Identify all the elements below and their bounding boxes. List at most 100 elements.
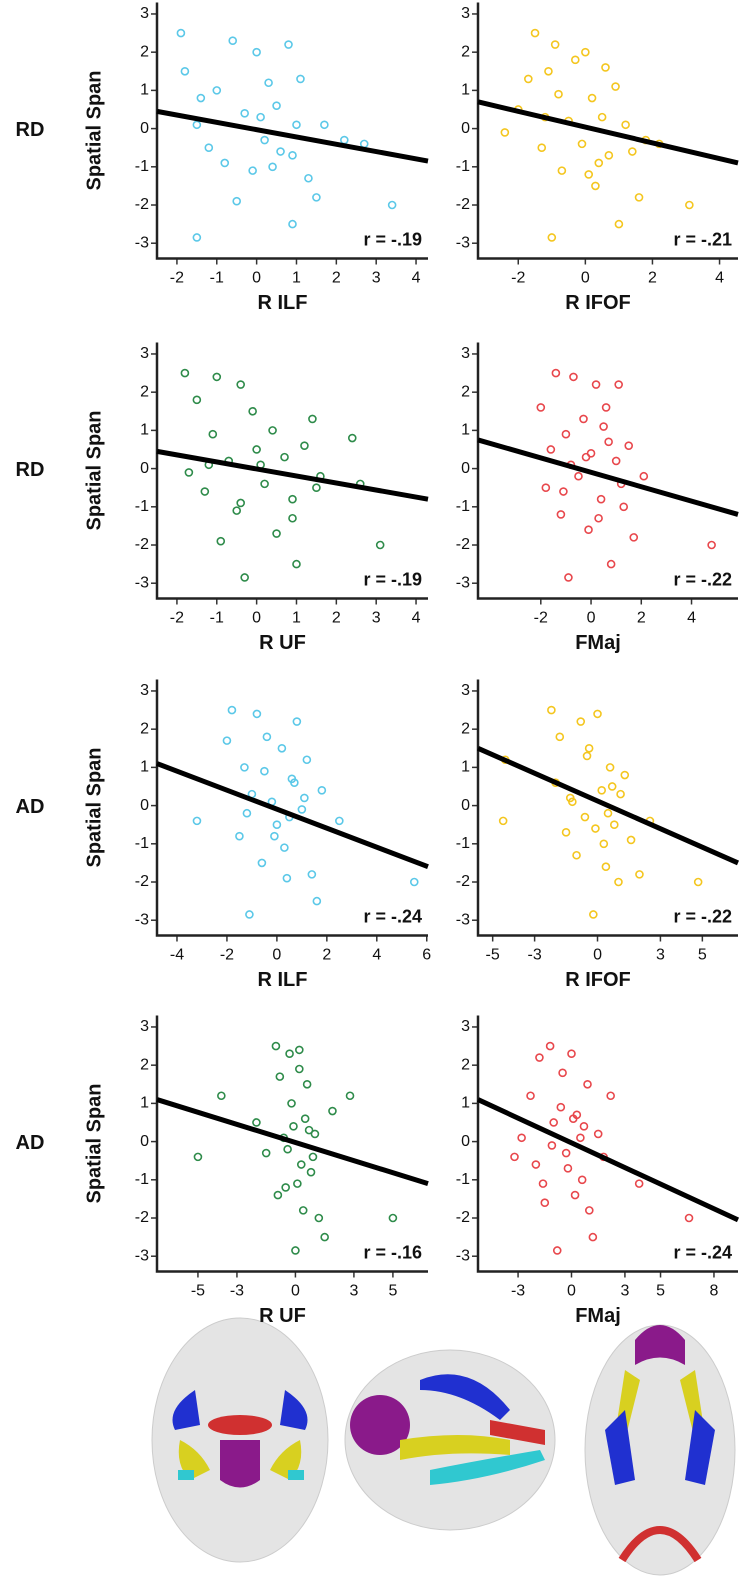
- data-point: [524, 74, 533, 84]
- fit-line: [156, 761, 429, 870]
- y-tick-label: -2: [135, 196, 149, 213]
- x-tick-label: -3: [527, 947, 541, 964]
- data-point: [232, 506, 242, 515]
- x-tick-label: 0: [581, 270, 590, 287]
- data-point: [290, 778, 299, 787]
- data-point: [296, 74, 305, 84]
- data-point: [312, 193, 321, 202]
- data-point: [308, 1152, 318, 1162]
- x-tick-label: 2: [322, 947, 331, 964]
- data-point: [295, 1064, 304, 1074]
- data-point: [587, 93, 597, 103]
- data-point: [568, 1114, 578, 1123]
- y-tick-label: -3: [135, 574, 149, 591]
- data-point: [302, 755, 312, 765]
- data-point: [541, 483, 551, 492]
- data-point: [596, 494, 606, 504]
- data-point: [624, 441, 634, 450]
- data-point: [611, 456, 621, 466]
- data-point: [217, 1091, 226, 1101]
- data-point: [312, 896, 322, 906]
- data-point: [579, 414, 588, 424]
- data-point: [510, 1152, 519, 1162]
- data-point: [684, 1213, 694, 1223]
- row-label: AD: [16, 796, 45, 818]
- data-point: [256, 112, 265, 122]
- data-point: [599, 422, 608, 431]
- y-axis-label: Spatial Span: [83, 70, 105, 190]
- data-point: [584, 170, 594, 179]
- y-tick-label: -3: [135, 234, 149, 251]
- data-point: [544, 66, 553, 76]
- data-point: [227, 705, 237, 715]
- data-point: [222, 736, 232, 745]
- data-point: [288, 513, 297, 523]
- x-tick-label: 4: [372, 947, 381, 964]
- x-tick-label: 2: [648, 270, 657, 287]
- data-point: [176, 28, 186, 38]
- brain-front: [151, 1317, 329, 1563]
- x-tick-label: -2: [220, 947, 234, 964]
- x-tick-label: -2: [534, 610, 548, 627]
- data-point: [268, 162, 277, 172]
- data-point: [567, 1049, 576, 1059]
- data-point: [193, 1152, 203, 1162]
- x-tick-label: 6: [422, 947, 431, 964]
- x-tick-label: 3: [372, 270, 381, 287]
- data-point: [272, 101, 281, 110]
- data-point: [585, 1206, 594, 1215]
- data-point: [200, 487, 210, 496]
- data-point: [304, 173, 313, 183]
- y-tick-label: 2: [140, 720, 149, 737]
- data-point: [498, 816, 508, 826]
- data-point: [236, 380, 245, 389]
- y-tick-label: -1: [456, 498, 470, 515]
- axis-spine: [155, 2, 428, 260]
- x-tick-label: 2: [332, 610, 341, 627]
- data-point: [260, 766, 269, 776]
- x-tick-label: 3: [372, 610, 381, 627]
- data-point: [550, 40, 560, 49]
- x-tick-label: 2: [332, 270, 341, 287]
- data-point: [409, 877, 419, 887]
- data-point: [577, 139, 587, 149]
- data-point: [232, 196, 242, 206]
- row-label: RD: [16, 459, 45, 481]
- x-tick-label: 5: [388, 1283, 397, 1300]
- data-point: [328, 1106, 337, 1116]
- data-point: [388, 1213, 398, 1223]
- data-point: [252, 445, 261, 454]
- data-point: [604, 437, 613, 447]
- data-point: [570, 1190, 580, 1200]
- data-point: [526, 1091, 535, 1101]
- data-point: [576, 717, 586, 726]
- y-tick-label: 3: [140, 682, 149, 699]
- data-point: [594, 513, 603, 523]
- y-tick-label: 1: [461, 82, 470, 99]
- data-point: [545, 1041, 555, 1051]
- data-point: [517, 1133, 526, 1143]
- y-tick-label: 3: [461, 682, 470, 699]
- fit-line: [477, 99, 739, 166]
- x-axis-label: FMaj: [575, 1305, 621, 1327]
- data-point: [568, 797, 577, 807]
- data-point: [387, 200, 397, 210]
- fit-line: [476, 1097, 740, 1223]
- data-point: [212, 86, 222, 95]
- y-tick-label: 2: [461, 383, 470, 400]
- data-point: [537, 143, 547, 152]
- data-point: [540, 1198, 550, 1208]
- data-point: [261, 1148, 271, 1158]
- data-point: [375, 540, 385, 550]
- x-tick-label: 0: [593, 947, 602, 964]
- data-point: [580, 812, 590, 822]
- data-point: [288, 151, 297, 160]
- y-tick-label: 1: [461, 759, 470, 776]
- data-point: [288, 494, 297, 504]
- data-point: [272, 820, 282, 829]
- data-point: [281, 1183, 290, 1192]
- data-point: [289, 1122, 298, 1131]
- data-point: [563, 1164, 573, 1173]
- y-tick-label: 1: [140, 759, 149, 776]
